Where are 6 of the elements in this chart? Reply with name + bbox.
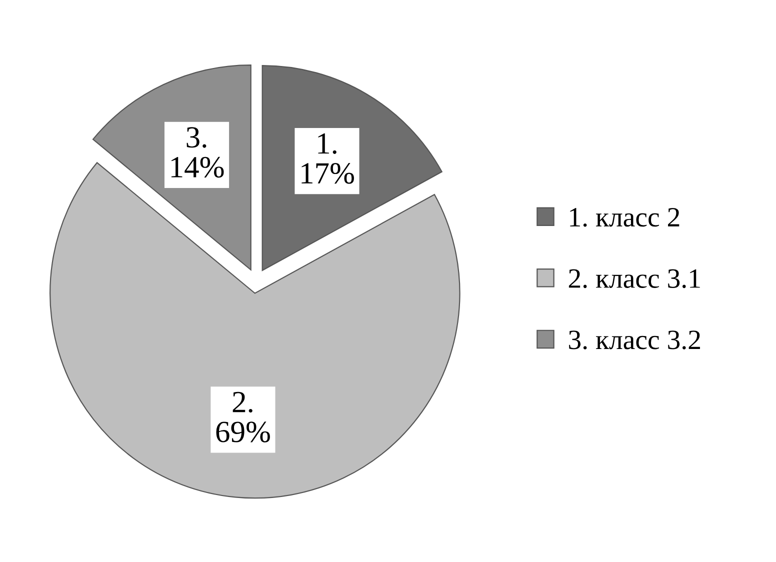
data-label: 1. 17% (302, 133, 354, 184)
legend-label: 3. класс 3.2 (569, 330, 700, 350)
legend-label: 1. класс 2 (570, 208, 680, 227)
data-label: 2. 69% (216, 392, 270, 442)
legend-label: 2. класс 3.1 (568, 269, 700, 288)
data-label: 3. 14% (171, 127, 224, 178)
